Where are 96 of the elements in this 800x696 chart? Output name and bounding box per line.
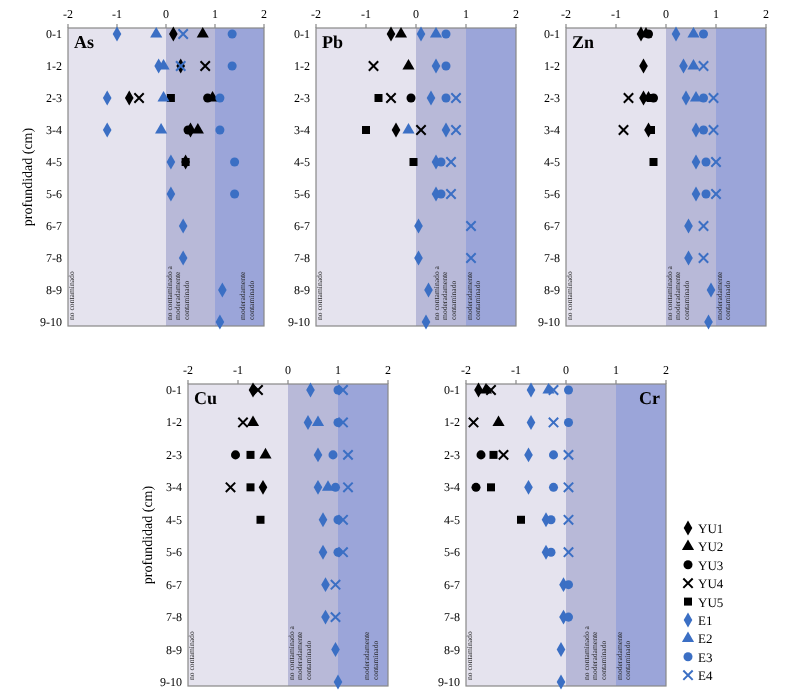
- point: [485, 384, 497, 396]
- point: [465, 220, 477, 232]
- point: [409, 158, 418, 166]
- point: [487, 483, 495, 492]
- point: [562, 449, 575, 461]
- point: [450, 92, 462, 104]
- chart-title: Cr: [639, 388, 660, 408]
- point: [701, 189, 711, 199]
- point: [687, 26, 700, 38]
- point: [471, 482, 481, 492]
- point: [622, 92, 635, 104]
- point: [394, 26, 408, 38]
- point: [133, 92, 145, 104]
- point: [562, 481, 575, 494]
- point: [215, 93, 225, 103]
- point: [337, 416, 349, 429]
- point: [548, 482, 559, 492]
- point: [563, 385, 574, 395]
- point: [698, 125, 709, 135]
- point: [311, 415, 325, 426]
- point: [246, 450, 255, 459]
- point: [402, 58, 415, 70]
- point: [246, 483, 255, 492]
- point: [342, 481, 354, 494]
- point: [547, 416, 560, 429]
- point: [698, 29, 709, 39]
- chart-title: Pb: [322, 32, 344, 52]
- point: [259, 447, 272, 459]
- point: [374, 94, 383, 102]
- point: [330, 482, 341, 492]
- point: [441, 93, 451, 103]
- point: [707, 92, 720, 104]
- point: [415, 124, 427, 136]
- point: [441, 29, 451, 39]
- point: [367, 60, 380, 72]
- point: [701, 157, 711, 167]
- point: [237, 416, 249, 429]
- point: [707, 124, 720, 136]
- point: [697, 220, 710, 232]
- chart-title: Cu: [194, 388, 218, 408]
- chart-title: As: [74, 32, 95, 52]
- point: [687, 58, 700, 70]
- point: [362, 126, 370, 134]
- point: [227, 61, 237, 71]
- point: [689, 90, 703, 102]
- point: [150, 26, 163, 38]
- point: [697, 60, 710, 72]
- point: [230, 189, 240, 199]
- point: [497, 449, 510, 461]
- point: [445, 188, 457, 200]
- point: [329, 578, 342, 591]
- point: [337, 546, 349, 558]
- point: [476, 450, 486, 460]
- point: [698, 93, 709, 103]
- point: [230, 450, 241, 460]
- point: [450, 124, 462, 136]
- point: [617, 124, 630, 136]
- point: [230, 157, 240, 167]
- point: [710, 188, 722, 200]
- point: [467, 416, 480, 429]
- point: [406, 93, 416, 103]
- point: [155, 122, 168, 134]
- point: [710, 156, 722, 168]
- point: [562, 546, 575, 558]
- point: [337, 384, 349, 396]
- point: [329, 611, 342, 623]
- point: [649, 158, 658, 166]
- point: [402, 122, 415, 134]
- point: [246, 415, 260, 426]
- point: [328, 450, 338, 460]
- point: [177, 28, 189, 40]
- point: [256, 515, 265, 524]
- point: [191, 122, 204, 134]
- point: [492, 415, 505, 426]
- point: [196, 26, 209, 38]
- point: [563, 417, 574, 427]
- point: [562, 514, 575, 526]
- point: [547, 384, 560, 396]
- point: [465, 252, 477, 264]
- point: [697, 252, 710, 264]
- chart-title: Zn: [572, 32, 595, 52]
- point: [385, 92, 397, 104]
- point: [337, 514, 349, 526]
- point: [321, 480, 335, 491]
- point: [445, 156, 457, 168]
- point: [429, 26, 443, 38]
- point: [227, 29, 237, 39]
- point: [548, 450, 559, 460]
- point: [489, 450, 498, 459]
- point: [157, 90, 170, 102]
- point: [199, 60, 211, 72]
- point: [517, 515, 525, 524]
- point: [224, 481, 237, 494]
- point: [215, 125, 225, 135]
- point: [441, 61, 451, 71]
- point: [342, 449, 354, 461]
